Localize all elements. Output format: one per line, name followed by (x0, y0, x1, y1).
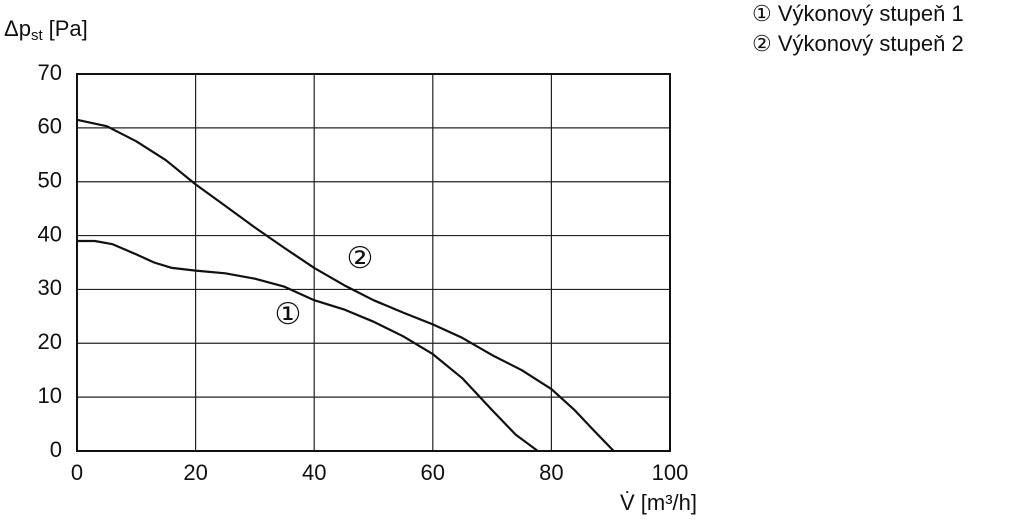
y-tick-label: 30 (38, 275, 62, 300)
y-tick-label: 20 (38, 329, 62, 354)
y-tick-label: 60 (38, 114, 62, 139)
y-tick-label: 70 (38, 60, 62, 85)
x-tick-label: 60 (421, 460, 445, 485)
y-label-symbol: Δp (4, 16, 31, 41)
y-tick-label: 50 (38, 168, 62, 193)
y-tick-label: 10 (38, 383, 62, 408)
plot-frame (76, 73, 671, 452)
y-label-unit: [Pa] (49, 16, 88, 41)
curve (77, 239, 539, 452)
x-tick-label: 40 (302, 460, 326, 485)
x-tick-label: 20 (183, 460, 207, 485)
x-tick-label: 100 (652, 460, 689, 485)
legend-entry: ① Výkonový stupeň 1 (752, 1, 964, 26)
x-tick-label: 80 (539, 460, 563, 485)
y-tick-label: 0 (50, 437, 62, 462)
x-axis-label: V̇ [m³/h] (620, 490, 697, 515)
curve-label: ① (275, 298, 302, 331)
curve (76, 118, 615, 452)
x-tick-label: 0 (71, 460, 83, 485)
y-label-sub: st (31, 27, 44, 44)
curve-label: ② (347, 242, 374, 275)
y-tick-label: 40 (38, 221, 62, 246)
y-axis-label: Δpst [Pa] (4, 16, 88, 44)
legend-entry: ② Výkonový stupeň 2 (752, 31, 964, 56)
